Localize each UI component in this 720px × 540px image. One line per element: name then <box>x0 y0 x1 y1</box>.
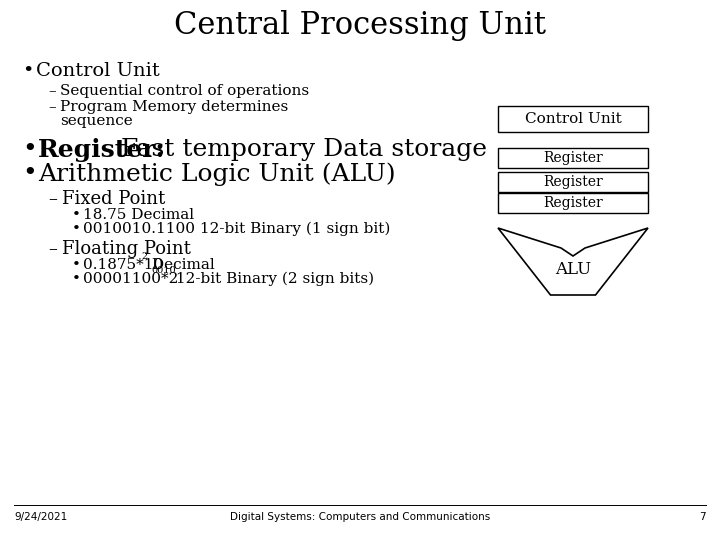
Text: 0010: 0010 <box>151 266 176 275</box>
Text: Digital Systems: Computers and Communications: Digital Systems: Computers and Communica… <box>230 512 490 522</box>
Text: Register: Register <box>543 151 603 165</box>
Text: ALU: ALU <box>555 261 591 278</box>
Text: Program Memory determines: Program Memory determines <box>60 100 288 114</box>
Text: Control Unit: Control Unit <box>525 112 621 126</box>
Text: Register: Register <box>543 175 603 189</box>
Text: –: – <box>48 190 57 208</box>
Text: 0010010.1100 12-bit Binary (1 sign bit): 0010010.1100 12-bit Binary (1 sign bit) <box>83 222 390 237</box>
Text: •: • <box>22 62 33 80</box>
Text: Decimal: Decimal <box>147 258 215 272</box>
Text: •: • <box>72 258 81 272</box>
Text: 00001100*2: 00001100*2 <box>83 272 179 286</box>
Bar <box>498 148 648 168</box>
Text: –: – <box>48 240 57 258</box>
Text: Arithmetic Logic Unit (ALU): Arithmetic Logic Unit (ALU) <box>38 162 395 186</box>
Bar <box>498 106 648 132</box>
Polygon shape <box>498 228 648 295</box>
Text: Sequential control of operations: Sequential control of operations <box>60 84 309 98</box>
Text: 7: 7 <box>699 512 706 522</box>
Text: •: • <box>22 138 37 161</box>
Bar <box>498 172 648 192</box>
Bar <box>498 193 648 213</box>
Text: Fast temporary Data storage: Fast temporary Data storage <box>113 138 487 161</box>
Text: •: • <box>72 222 81 236</box>
Text: Control Unit: Control Unit <box>36 62 160 80</box>
Text: •: • <box>72 272 81 286</box>
Text: Register: Register <box>543 196 603 210</box>
Text: Central Processing Unit: Central Processing Unit <box>174 10 546 41</box>
Text: sequence: sequence <box>60 114 132 128</box>
Text: –: – <box>48 100 55 114</box>
Text: •: • <box>72 208 81 222</box>
Text: 2: 2 <box>141 252 148 261</box>
Text: Floating Point: Floating Point <box>62 240 191 258</box>
Text: Fixed Point: Fixed Point <box>62 190 166 208</box>
Text: •: • <box>22 162 37 185</box>
Text: Register:: Register: <box>38 138 166 162</box>
Text: –: – <box>48 84 55 98</box>
Text: 9/24/2021: 9/24/2021 <box>14 512 67 522</box>
Text: 18.75 Decimal: 18.75 Decimal <box>83 208 194 222</box>
Text: 12-bit Binary (2 sign bits): 12-bit Binary (2 sign bits) <box>171 272 374 286</box>
Text: 0.1875*10: 0.1875*10 <box>83 258 163 272</box>
